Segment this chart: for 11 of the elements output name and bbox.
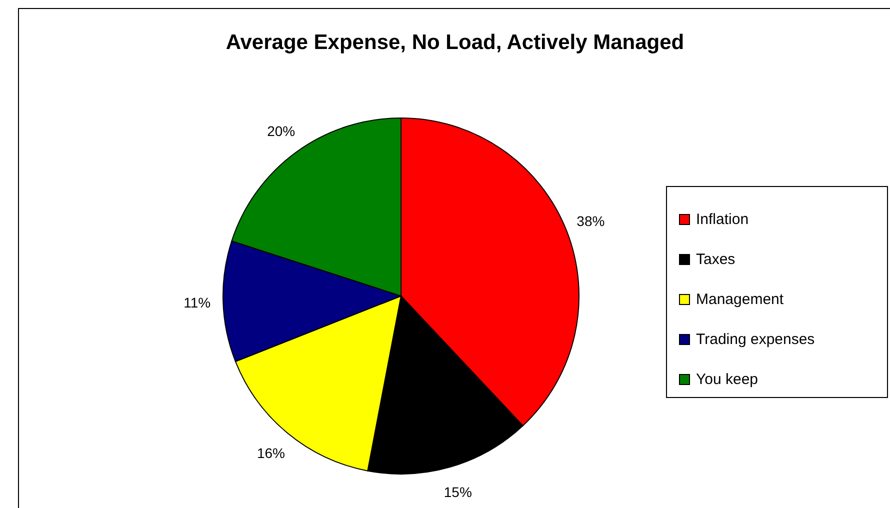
data-label: 15% [444,484,472,500]
data-label: 11% [184,294,211,310]
legend-label: Trading expenses [696,330,815,348]
data-label: 38% [576,212,605,229]
legend-label: Inflation [696,210,749,228]
legend-label: You keep [696,370,758,388]
data-label: 20% [267,122,296,139]
data-label: 16% [256,445,285,462]
legend-label: Taxes [696,250,736,268]
chart-title: Average Expense, No Load, Actively Managed [224,31,686,55]
legend-label: Management [696,290,784,308]
